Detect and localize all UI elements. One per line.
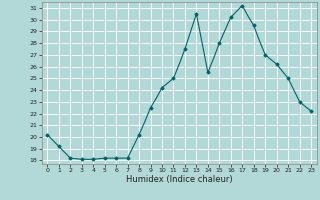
X-axis label: Humidex (Indice chaleur): Humidex (Indice chaleur)	[126, 175, 233, 184]
